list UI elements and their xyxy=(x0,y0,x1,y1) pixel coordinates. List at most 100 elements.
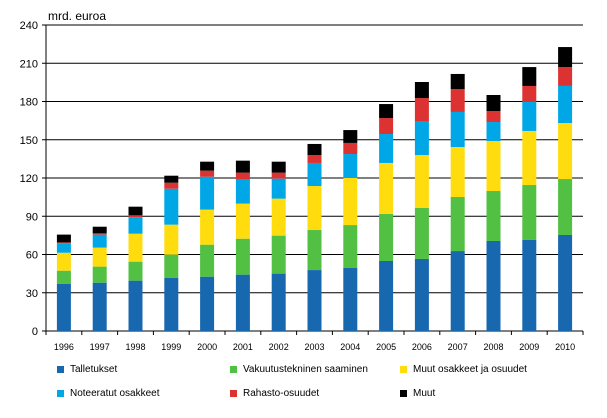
y-tick-label: 60 xyxy=(26,250,38,262)
bar-segment xyxy=(128,261,143,281)
bar-segment xyxy=(92,266,107,283)
bar-segment xyxy=(414,258,429,331)
bar-segment xyxy=(450,111,465,148)
x-tick-label: 2000 xyxy=(197,342,217,352)
bar-segment xyxy=(558,67,573,86)
bar-segment xyxy=(128,217,143,234)
bar-segment xyxy=(307,143,322,156)
legend-swatch xyxy=(400,390,407,397)
y-tick-label: 90 xyxy=(26,211,38,223)
bar-segment xyxy=(414,98,429,122)
bar-segment xyxy=(200,276,215,331)
bar-segment xyxy=(522,85,537,103)
bar-segment xyxy=(92,226,107,234)
bar-segment xyxy=(235,160,250,173)
y-tick-label: 210 xyxy=(20,58,38,70)
bar-segment xyxy=(128,233,143,262)
bar-segment xyxy=(235,203,250,239)
legend-swatch xyxy=(400,366,407,373)
bar-segment xyxy=(450,89,465,112)
bar-segment xyxy=(379,213,394,262)
y-tick-label: 240 xyxy=(20,20,38,32)
bar-segment xyxy=(56,270,71,284)
bar-segment xyxy=(164,224,179,255)
bar-segment xyxy=(522,185,537,240)
x-tick-label: 1999 xyxy=(161,342,181,352)
bar-segment xyxy=(414,207,429,259)
legend-label: Muut xyxy=(413,388,436,399)
bar-segment xyxy=(307,162,322,187)
legend-item: Muut xyxy=(400,388,435,399)
y-axis-title: mrd. euroa xyxy=(48,9,107,23)
x-tick-label: 2008 xyxy=(483,342,503,352)
bar-segment xyxy=(307,186,322,231)
bar-segment xyxy=(414,155,429,208)
y-tick-label: 30 xyxy=(26,288,38,300)
bar-segment xyxy=(343,268,358,331)
legend-swatch xyxy=(57,390,64,397)
bar-segment xyxy=(522,130,537,186)
legend-swatch xyxy=(230,366,237,373)
x-tick-label: 2002 xyxy=(269,342,289,352)
bar-segment xyxy=(271,161,286,173)
bar-segment xyxy=(92,247,107,267)
x-tick-label: 1997 xyxy=(90,342,110,352)
x-tick-label: 2007 xyxy=(448,342,468,352)
bar-segment xyxy=(343,142,358,155)
bar-segment xyxy=(200,244,215,277)
bar-segment xyxy=(56,283,71,331)
legend-item: Muut osakkeet ja osuudet xyxy=(400,364,527,375)
x-tick-label: 2009 xyxy=(519,342,539,352)
bar-segment xyxy=(522,67,537,86)
bar-segment xyxy=(56,252,71,271)
bar-segment xyxy=(92,234,107,248)
bar-segment xyxy=(522,239,537,331)
bar-segment xyxy=(379,162,394,214)
bar-segment xyxy=(92,282,107,331)
y-tick-label: 120 xyxy=(20,173,38,185)
bar-segment xyxy=(450,196,465,252)
x-tick-label: 2003 xyxy=(304,342,324,352)
bar-segment xyxy=(164,182,179,189)
bar-segment xyxy=(450,73,465,90)
bar-segment xyxy=(379,261,394,331)
bar-segment xyxy=(343,225,358,269)
bar-segment xyxy=(558,123,573,180)
bar-segment xyxy=(56,243,71,253)
bar-segment xyxy=(164,277,179,331)
bar-segment xyxy=(235,179,250,204)
bar-segment xyxy=(486,240,501,331)
bar-segment xyxy=(164,175,179,183)
x-tick-label: 2006 xyxy=(412,342,432,352)
legend-swatch xyxy=(230,390,237,397)
legend-item: Talletukset xyxy=(57,364,117,375)
bar-segment xyxy=(164,188,179,225)
bar-segment xyxy=(164,254,179,278)
legend-label: Talletukset xyxy=(70,364,118,375)
x-tick-label: 2005 xyxy=(376,342,396,352)
legend-item: Vakuutustekninen saaminen xyxy=(230,364,368,375)
bar-segment xyxy=(414,121,429,156)
bar-segment xyxy=(558,85,573,124)
legend-label: Muut osakkeet ja osuudet xyxy=(413,364,527,375)
bar-segment xyxy=(486,122,501,142)
bar-segment xyxy=(486,94,501,112)
bar-segment xyxy=(92,233,107,235)
bar-segment xyxy=(235,238,250,275)
x-tick-label: 1996 xyxy=(54,342,74,352)
legend-label: Vakuutustekninen saaminen xyxy=(243,364,368,375)
bar-segment xyxy=(558,179,573,235)
bar-segment xyxy=(379,104,394,119)
bar-segment xyxy=(343,178,358,226)
bar-segment xyxy=(271,178,286,199)
bar-segment xyxy=(271,172,286,179)
bar-segment xyxy=(558,234,573,331)
bar-segment xyxy=(200,170,215,177)
bar-segment xyxy=(200,161,215,171)
bar-segment xyxy=(271,235,286,274)
bar-segment xyxy=(271,198,286,236)
bar-segment xyxy=(307,230,322,271)
x-tick-label: 2010 xyxy=(555,342,575,352)
y-tick-label: 180 xyxy=(20,97,38,109)
